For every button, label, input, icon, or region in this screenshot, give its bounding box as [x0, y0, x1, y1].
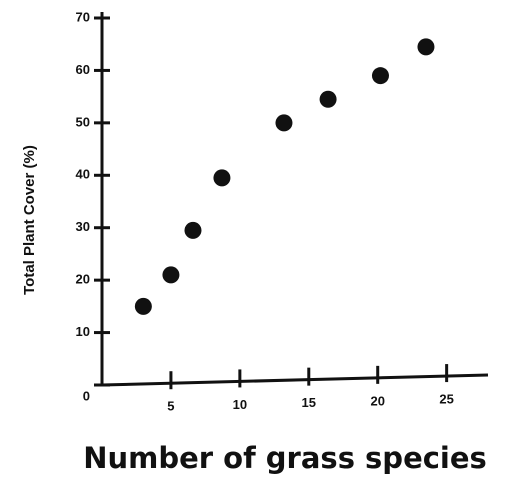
y-tick-label: 70	[76, 9, 90, 24]
y-tick-label: 60	[76, 62, 90, 77]
x-tick-label: 15	[302, 395, 316, 410]
point	[134, 297, 152, 315]
y-tick-label: 20	[76, 272, 90, 287]
y-axis-title: Total Plant Cover (%)	[21, 145, 38, 295]
y-tick-label: 30	[76, 219, 90, 234]
x-tick-label: 20	[370, 393, 384, 408]
x-axis	[101, 373, 489, 387]
y-tick-label: 0	[83, 388, 90, 403]
x-tick-label: 5	[167, 399, 174, 414]
x-tick-label: 25	[439, 392, 453, 407]
point	[213, 169, 231, 187]
point	[275, 114, 293, 132]
y-tick-label: 50	[76, 114, 90, 129]
point	[162, 266, 180, 284]
point	[184, 221, 202, 239]
y-tick-label: 10	[76, 324, 90, 339]
point	[417, 38, 435, 56]
point	[371, 67, 389, 85]
y-tick-label: 40	[76, 167, 90, 182]
x-tick-label: 10	[233, 397, 247, 412]
x-axis-title: Number of grass species	[83, 441, 487, 475]
point	[319, 90, 337, 108]
